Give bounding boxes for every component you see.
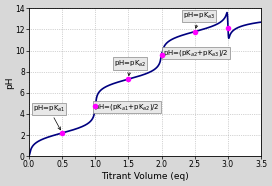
X-axis label: Titrant Volume (eq): Titrant Volume (eq) (101, 172, 189, 181)
Text: pH=pK$_{a1}$: pH=pK$_{a1}$ (33, 104, 65, 130)
Text: pH=(pK$_{a1}$+pK$_{a2}$)/2: pH=(pK$_{a1}$+pK$_{a2}$)/2 (94, 102, 160, 112)
Y-axis label: pH: pH (5, 76, 14, 89)
Text: pH=pK$_{a3}$: pH=pK$_{a3}$ (183, 11, 215, 28)
Text: pH=pK$_{a2}$: pH=pK$_{a2}$ (114, 58, 146, 76)
Text: pH=(pK$_{a2}$+pK$_{a3}$)/2: pH=(pK$_{a2}$+pK$_{a3}$)/2 (163, 48, 228, 58)
